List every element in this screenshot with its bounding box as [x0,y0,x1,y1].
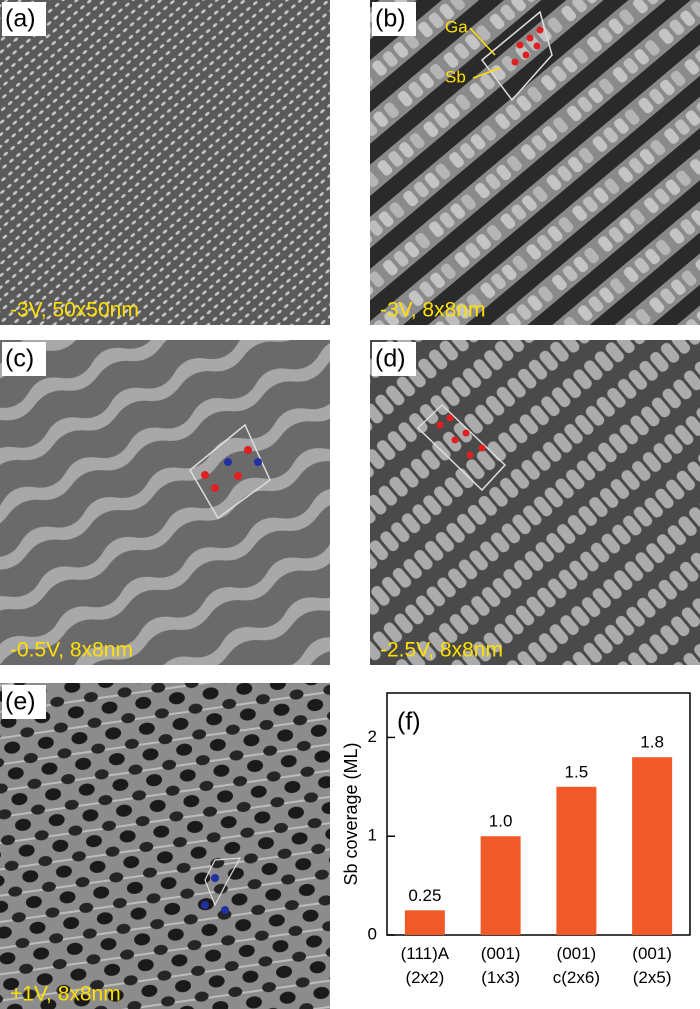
x-tick-label: (001) c(2x6) [553,944,600,987]
annotation: Ga [445,17,468,36]
caption: -2.5V, 8x8nm [380,639,503,662]
caption: -3V, 8x8nm [380,299,485,322]
value-label: 1.8 [640,733,664,752]
annotation: Sb [445,67,466,86]
panel-label: (a) [5,5,36,33]
stm-image [370,340,700,665]
panel-label-box [2,342,46,376]
y-axis-label: Sb coverage (ML) [341,742,361,885]
bar [556,786,597,935]
y-tick-label: 2 [368,727,377,746]
chart-label: (f) [397,708,421,736]
panel-label-box [372,342,416,376]
chart: (f) Sb coverage (ML) 0 1 2 0.25 (111)A (2x2) 1.0… [341,692,691,987]
panel-label: (e) [5,688,36,716]
annotation-line [469,27,496,56]
panel-label: (b) [375,5,406,33]
panel-label-box [2,685,46,719]
stm-image [370,0,700,325]
panel-label: (d) [375,345,406,373]
y-tick-label: 1 [368,826,377,845]
annotation-line [472,67,501,79]
value-label: 1.0 [489,812,513,831]
x-tick-label: (001) (2x5) [632,944,672,987]
caption: -0.5V, 8x8nm [10,639,133,662]
x-tick-label: (111)A (2x2) [401,944,450,987]
stm-image [0,340,330,665]
value-label: 1.5 [565,762,589,781]
bar [480,836,521,935]
stm-image [0,683,330,1009]
y-tick-label: 0 [368,924,377,943]
unit-cell-overlay [189,10,553,914]
value-label: 0.25 [408,886,441,905]
panel-label: (c) [5,345,34,373]
panel-label-box [372,2,416,36]
stm-image [0,0,330,325]
caption: -3V, 50x50nm [10,299,139,322]
bar [632,757,673,935]
panel-label-box [2,2,46,36]
caption: +1V, 8x8nm [10,983,121,1006]
plot-frame [386,692,691,936]
x-tick-label: (001) (1x3) [481,944,521,987]
bar [404,910,445,935]
